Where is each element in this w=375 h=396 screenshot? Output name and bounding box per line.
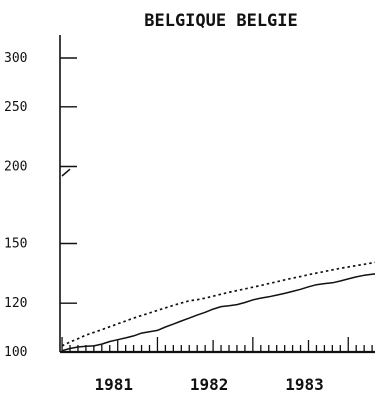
y-tick-label: 250: [4, 100, 27, 115]
x-tick-label: 1983: [285, 375, 324, 394]
y-axis: 100 120 150 200 250 300: [4, 35, 77, 360]
series-line-1: [61, 273, 375, 352]
series-line-3: [61, 168, 71, 177]
x-tick-label: 1981: [94, 375, 133, 394]
y-tick-label: 100: [4, 345, 27, 360]
y-tick-label: 200: [4, 160, 27, 175]
series-line-2: [61, 261, 375, 347]
y-tick-label: 150: [4, 236, 27, 251]
y-tick-label: 120: [4, 296, 27, 311]
x-axis: 1981198219831984: [60, 337, 375, 394]
series-group: [61, 168, 375, 352]
y-tick-label: 300: [4, 51, 27, 66]
chart-title: BELGIQUE BELGIE: [144, 11, 298, 31]
x-tick-label: 1982: [190, 375, 229, 394]
